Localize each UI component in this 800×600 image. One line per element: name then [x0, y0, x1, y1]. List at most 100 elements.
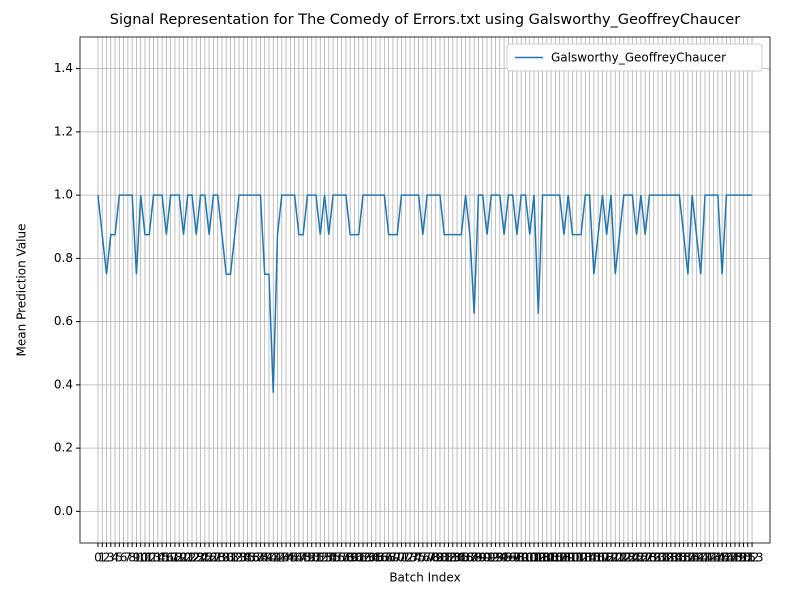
- x-tick-label: 31: [223, 551, 238, 565]
- x-tick-label: 109: [552, 551, 575, 565]
- x-tick-label: 10: [133, 551, 148, 565]
- x-tick-label: 144: [702, 551, 725, 565]
- x-tick-label: 98: [509, 551, 524, 565]
- x-tick-label: 68: [381, 551, 396, 565]
- x-tick-label: 54: [321, 551, 336, 565]
- x-tick-label: 137: [672, 551, 695, 565]
- x-tick-label: 50: [304, 551, 319, 565]
- x-tick-label: 78: [424, 551, 439, 565]
- x-tick-label: 113: [570, 551, 593, 565]
- x-tick-label: 122: [608, 551, 631, 565]
- x-tick-label: 108: [548, 551, 571, 565]
- x-tick-label: 26: [201, 551, 216, 565]
- x-tick-label: 7: [124, 551, 132, 565]
- x-tick-label: 1: [98, 551, 106, 565]
- x-tick-label: 123: [612, 551, 635, 565]
- x-tick-label: 63: [360, 551, 375, 565]
- x-tick-label: 99: [514, 551, 529, 565]
- x-tick-label: 62: [355, 551, 370, 565]
- x-tick-label: 94: [492, 551, 507, 565]
- x-tick-label: 132: [651, 551, 674, 565]
- x-tick-label: 70: [390, 551, 405, 565]
- x-tick-label: 95: [496, 551, 511, 565]
- x-tick-label: 105: [535, 551, 558, 565]
- x-tick-label: 107: [544, 551, 567, 565]
- x-tick-label: 93: [488, 551, 503, 565]
- x-tick-label: 19: [172, 551, 187, 565]
- x-tick-label: 64: [364, 551, 379, 565]
- x-tick-label: 151: [732, 551, 755, 565]
- x-tick-label: 134: [659, 551, 682, 565]
- x-tick-label: 85: [454, 551, 469, 565]
- x-tick-label: 37: [248, 551, 263, 565]
- x-tick-label: 58: [338, 551, 353, 565]
- x-tick-label: 120: [600, 551, 623, 565]
- x-tick-label: 77: [419, 551, 434, 565]
- x-tick-label: 139: [681, 551, 704, 565]
- x-tick-label: 46: [287, 551, 302, 565]
- x-tick-label: 55: [325, 551, 340, 565]
- y-tick-label: 1.4: [54, 61, 73, 75]
- x-tick-label: 28: [210, 551, 225, 565]
- x-tick-label: 103: [527, 551, 550, 565]
- x-tick-label: 86: [458, 551, 473, 565]
- x-tick-label: 147: [715, 551, 738, 565]
- x-tick-label: 100: [514, 551, 537, 565]
- x-tick-label: 60: [347, 551, 362, 565]
- x-tick-label: 42: [270, 551, 285, 565]
- x-tick-label: 92: [484, 551, 499, 565]
- x-tick-label: 56: [330, 551, 345, 565]
- x-tick-label: 143: [698, 551, 721, 565]
- x-tick-label: 12: [142, 551, 157, 565]
- x-tick-label: 84: [449, 551, 464, 565]
- x-tick-label: 69: [385, 551, 400, 565]
- x-tick-label: 130: [642, 551, 665, 565]
- x-tick-label: 73: [402, 551, 417, 565]
- x-tick-label: 104: [531, 551, 554, 565]
- x-tick-label: 121: [604, 551, 627, 565]
- x-tick-label: 32: [227, 551, 242, 565]
- x-tick-label: 47: [291, 551, 306, 565]
- x-tick-label: 90: [475, 551, 490, 565]
- x-tick-label: 45: [283, 551, 298, 565]
- x-tick-label: 17: [163, 551, 178, 565]
- chart-title: Signal Representation for The Comedy of …: [110, 12, 740, 28]
- x-tick-label: 112: [565, 551, 588, 565]
- x-tick-label: 14: [150, 551, 165, 565]
- data-line: [97, 194, 753, 393]
- x-tick-label: 129: [638, 551, 661, 565]
- x-tick-label: 20: [176, 551, 191, 565]
- x-tick-label: 115: [578, 551, 601, 565]
- plot-frame: [79, 36, 771, 544]
- x-tick-label: 136: [668, 551, 691, 565]
- x-tick-label: 97: [505, 551, 520, 565]
- x-tick-label: 44: [278, 551, 293, 565]
- x-tick-label: 13: [146, 551, 161, 565]
- x-tick-label: 4: [111, 551, 119, 565]
- x-tick-label: 15: [154, 551, 169, 565]
- x-tick-label: 111: [561, 551, 584, 565]
- x-tick-label: 138: [676, 551, 699, 565]
- x-tick-label: 9: [133, 551, 141, 565]
- y-tick-label: 1.0: [54, 188, 73, 202]
- y-axis-label: Mean Prediction Value: [15, 224, 29, 357]
- x-tick-label: 81: [437, 551, 452, 565]
- x-tick-label: 152: [736, 551, 759, 565]
- x-tick-label: 124: [617, 551, 640, 565]
- x-tick-label: 102: [523, 551, 546, 565]
- x-tick-label: 80: [432, 551, 447, 565]
- x-tick-label: 27: [206, 551, 221, 565]
- x-tick-label: 71: [394, 551, 409, 565]
- x-tick-label: 36: [244, 551, 259, 565]
- x-tick-label: 40: [261, 551, 276, 565]
- x-tick-label: 76: [415, 551, 430, 565]
- x-tick-label: 83: [445, 551, 460, 565]
- y-tick-label: 0.6: [54, 314, 73, 328]
- legend-label: Galsworthy_GeoffreyChaucer: [551, 51, 726, 65]
- x-tick-label: 119: [595, 551, 618, 565]
- x-tick-label: 66: [372, 551, 387, 565]
- x-tick-label: 23: [189, 551, 204, 565]
- x-tick-label: 49: [300, 551, 315, 565]
- x-tick-label: 65: [368, 551, 383, 565]
- y-tick-label: 0.2: [54, 441, 73, 455]
